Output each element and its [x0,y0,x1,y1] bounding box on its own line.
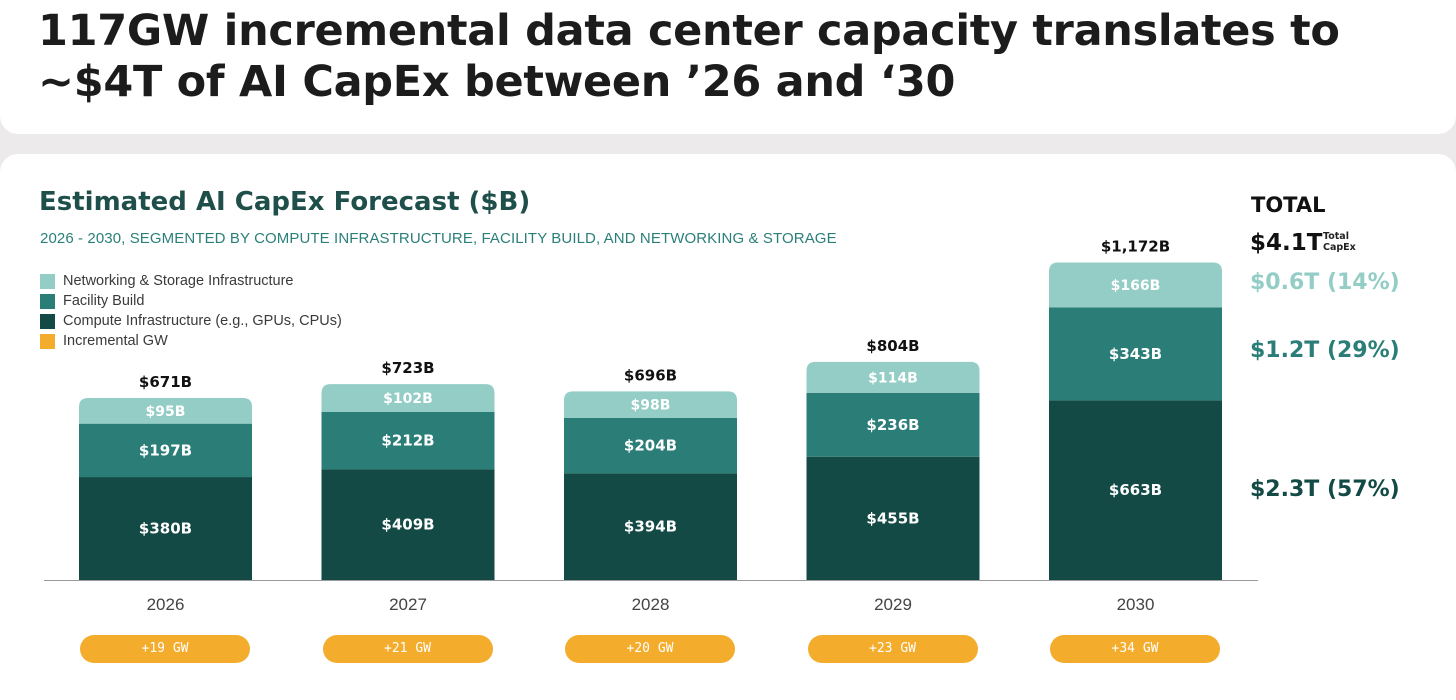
gw-pill-2028: +20 GW [565,635,735,663]
total-heading: TOTAL [1251,193,1326,217]
total-compute: $2.3T (57%) [1250,477,1400,502]
bar-segment-compute-2027 [321,469,495,580]
gw-pill-2027: +21 GW [322,635,493,663]
segment-label-networking-2029: $114B [868,370,918,386]
bar-segment-networking-2026 [79,397,252,424]
x-tick-label-2027: 2027 [389,595,427,614]
bar-segment-compute-2030 [1049,400,1222,580]
segment-label-facility-2026: $197B [139,441,192,459]
segment-label-compute-2030: $663B [1109,481,1162,499]
bar-segment-facility-2027 [321,411,495,470]
total-networking: $0.6T (14%) [1250,270,1400,295]
segment-label-compute-2029: $455B [866,509,919,527]
legend-swatch-gw [40,334,55,349]
legend-label-networking: Networking & Storage Infrastructure [63,273,294,289]
gw-pill-2029: +23 GW [807,635,978,663]
headline: 117GW incremental data center capacity t… [38,6,1340,107]
bar-segment-facility-2030 [1049,307,1222,401]
segment-label-compute-2028: $394B [624,518,677,536]
total-caption: Total CapEx [1323,231,1356,253]
segment-label-facility-2027: $212B [381,431,434,449]
bar-total-label-2026: $671B [139,373,192,391]
legend-label-facility: Facility Build [63,293,145,309]
bar-segment-networking-2029 [806,361,980,393]
bar-segment-facility-2026 [79,423,252,478]
legend-swatch-compute [40,314,55,329]
gw-pill-2030: +34 GW [1050,635,1220,663]
gw-pill-2026: +19 GW [80,635,250,663]
chart-subtitle: 2026 - 2030, SEGMENTED BY COMPUTE INFRAS… [40,230,837,247]
bar-total-label-2030: $1,172B [1101,237,1170,255]
legend-swatch-networking [40,274,55,289]
segment-label-facility-2028: $204B [624,437,677,455]
x-tick-label-2028: 2028 [632,595,670,614]
header-card: 117GW incremental data center capacity t… [0,0,1456,134]
legend-swatch-facility [40,294,55,309]
bar-total-label-2028: $696B [624,366,677,384]
bar-total-label-2027: $723B [381,359,434,377]
bar-segment-facility-2029 [806,392,980,457]
legend-label-compute: Compute Infrastructure (e.g., GPUs, CPUs… [63,313,342,329]
bar-segment-compute-2028 [564,473,737,580]
x-tick-label-2029: 2029 [874,595,912,614]
bar-segment-compute-2029 [806,456,980,580]
segment-label-facility-2030: $343B [1109,345,1162,363]
x-tick-label-2026: 2026 [147,595,185,614]
total-value: $4.1T [1250,230,1323,256]
segment-label-networking-2030: $166B [1111,278,1161,294]
legend-label-gw: Incremental GW [63,333,168,349]
segment-label-networking-2026: $95B [146,404,186,420]
bar-segment-networking-2028 [564,391,737,418]
bar-segment-networking-2030 [1049,262,1222,308]
bar-total-label-2029: $804B [866,337,919,355]
segment-label-networking-2028: $98B [631,398,671,414]
bar-segment-compute-2026 [79,477,252,580]
segment-label-facility-2029: $236B [866,416,919,434]
segment-label-networking-2027: $102B [383,391,433,407]
chart-title: Estimated AI CapEx Forecast ($B) [39,187,531,217]
segment-label-compute-2026: $380B [139,520,192,538]
x-tick-label-2030: 2030 [1117,595,1155,614]
bar-segment-facility-2028 [564,417,737,474]
bar-segment-networking-2027 [321,384,495,412]
segment-label-compute-2027: $409B [381,516,434,534]
total-facility: $1.2T (29%) [1250,338,1400,363]
